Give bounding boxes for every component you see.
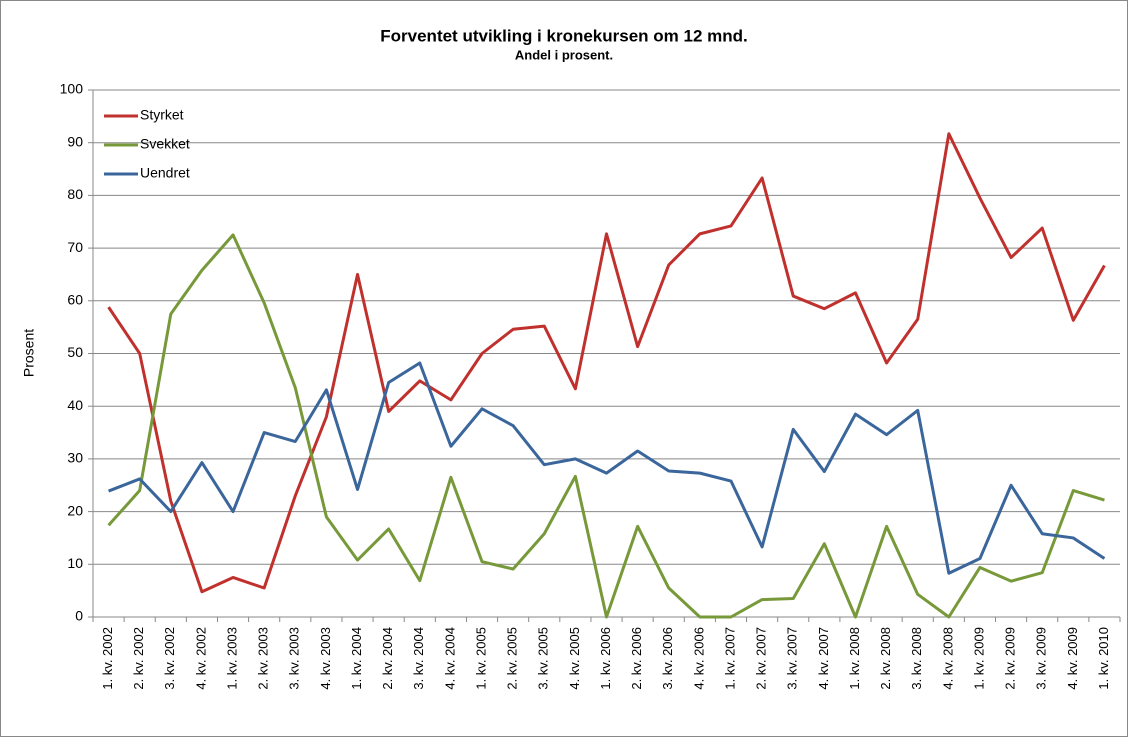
x-tick-label: 4. kv. 2007 (816, 627, 831, 690)
x-tick-label: 4. kv. 2004 (442, 627, 457, 690)
x-tick-label: 4. kv. 2008 (940, 627, 955, 690)
x-tick-label: 3. kv. 2005 (536, 627, 551, 690)
x-tick-label: 4. kv. 2005 (567, 627, 582, 690)
x-tick-label: 2. kv. 2002 (131, 627, 146, 690)
y-tick-label: 90 (67, 133, 83, 149)
x-tick-label: 2. kv. 2004 (380, 627, 395, 690)
x-tick-label: 4. kv. 2006 (691, 627, 706, 690)
x-tick-label: 4. kv. 2003 (318, 627, 333, 690)
x-tick-label: 4. kv. 2009 (1065, 627, 1080, 690)
y-axis-label: Prosent (21, 329, 37, 377)
x-tick-label: 2. kv. 2008 (878, 627, 893, 690)
line-series (108, 361, 1106, 575)
chart-title: Forventet utvikling i kronekursen om 12 … (380, 26, 747, 45)
x-tick-label: 3. kv. 2009 (1034, 627, 1049, 690)
line-series (107, 132, 1106, 594)
y-tick-label: 60 (67, 292, 83, 308)
y-tick-label: 10 (67, 555, 83, 571)
x-tick-label: 3. kv. 2003 (287, 627, 302, 690)
x-tick-label: 2. kv. 2007 (754, 627, 769, 690)
x-tick-label: 1. kv. 2002 (100, 627, 115, 690)
line-series (107, 233, 1105, 619)
x-tick-label: 1. kv. 2005 (473, 627, 488, 690)
legend-label: Styrket (140, 107, 184, 123)
x-tick-label: 1. kv. 2009 (971, 627, 986, 690)
y-tick-label: 40 (67, 397, 83, 413)
x-tick-label: 1. kv. 2004 (349, 627, 364, 690)
y-tick-label: 30 (67, 450, 83, 466)
x-tick-label: 3. kv. 2002 (162, 627, 177, 690)
y-tick-label: 100 (60, 81, 84, 97)
x-tick-label: 1. kv. 2007 (722, 627, 737, 690)
legend-label: Svekket (140, 136, 190, 152)
x-tick-label: 3. kv. 2006 (660, 627, 675, 690)
x-tick-label: 2. kv. 2003 (256, 627, 271, 690)
x-tick-label: 1. kv. 2008 (847, 627, 862, 690)
x-tick-label: 2. kv. 2005 (505, 627, 520, 690)
x-tick-label: 2. kv. 2009 (1003, 627, 1018, 690)
x-tick-label: 1. kv. 2010 (1096, 627, 1111, 690)
x-tick-label: 2. kv. 2006 (629, 627, 644, 690)
x-tick-label: 3. kv. 2004 (411, 627, 426, 690)
x-tick-label: 3. kv. 2007 (785, 627, 800, 690)
x-tick-label: 4. kv. 2002 (193, 627, 208, 690)
x-tick-label: 1. kv. 2003 (224, 627, 239, 690)
y-tick-label: 0 (75, 608, 83, 624)
x-tick-label: 1. kv. 2006 (598, 627, 613, 690)
chart-subtitle: Andel i prosent. (515, 47, 613, 62)
y-tick-label: 70 (67, 239, 83, 255)
x-tick-label: 3. kv. 2008 (909, 627, 924, 690)
legend-label: Uendret (140, 165, 190, 181)
y-tick-label: 80 (67, 186, 83, 202)
y-tick-label: 20 (67, 502, 83, 518)
y-tick-label: 50 (67, 344, 83, 360)
